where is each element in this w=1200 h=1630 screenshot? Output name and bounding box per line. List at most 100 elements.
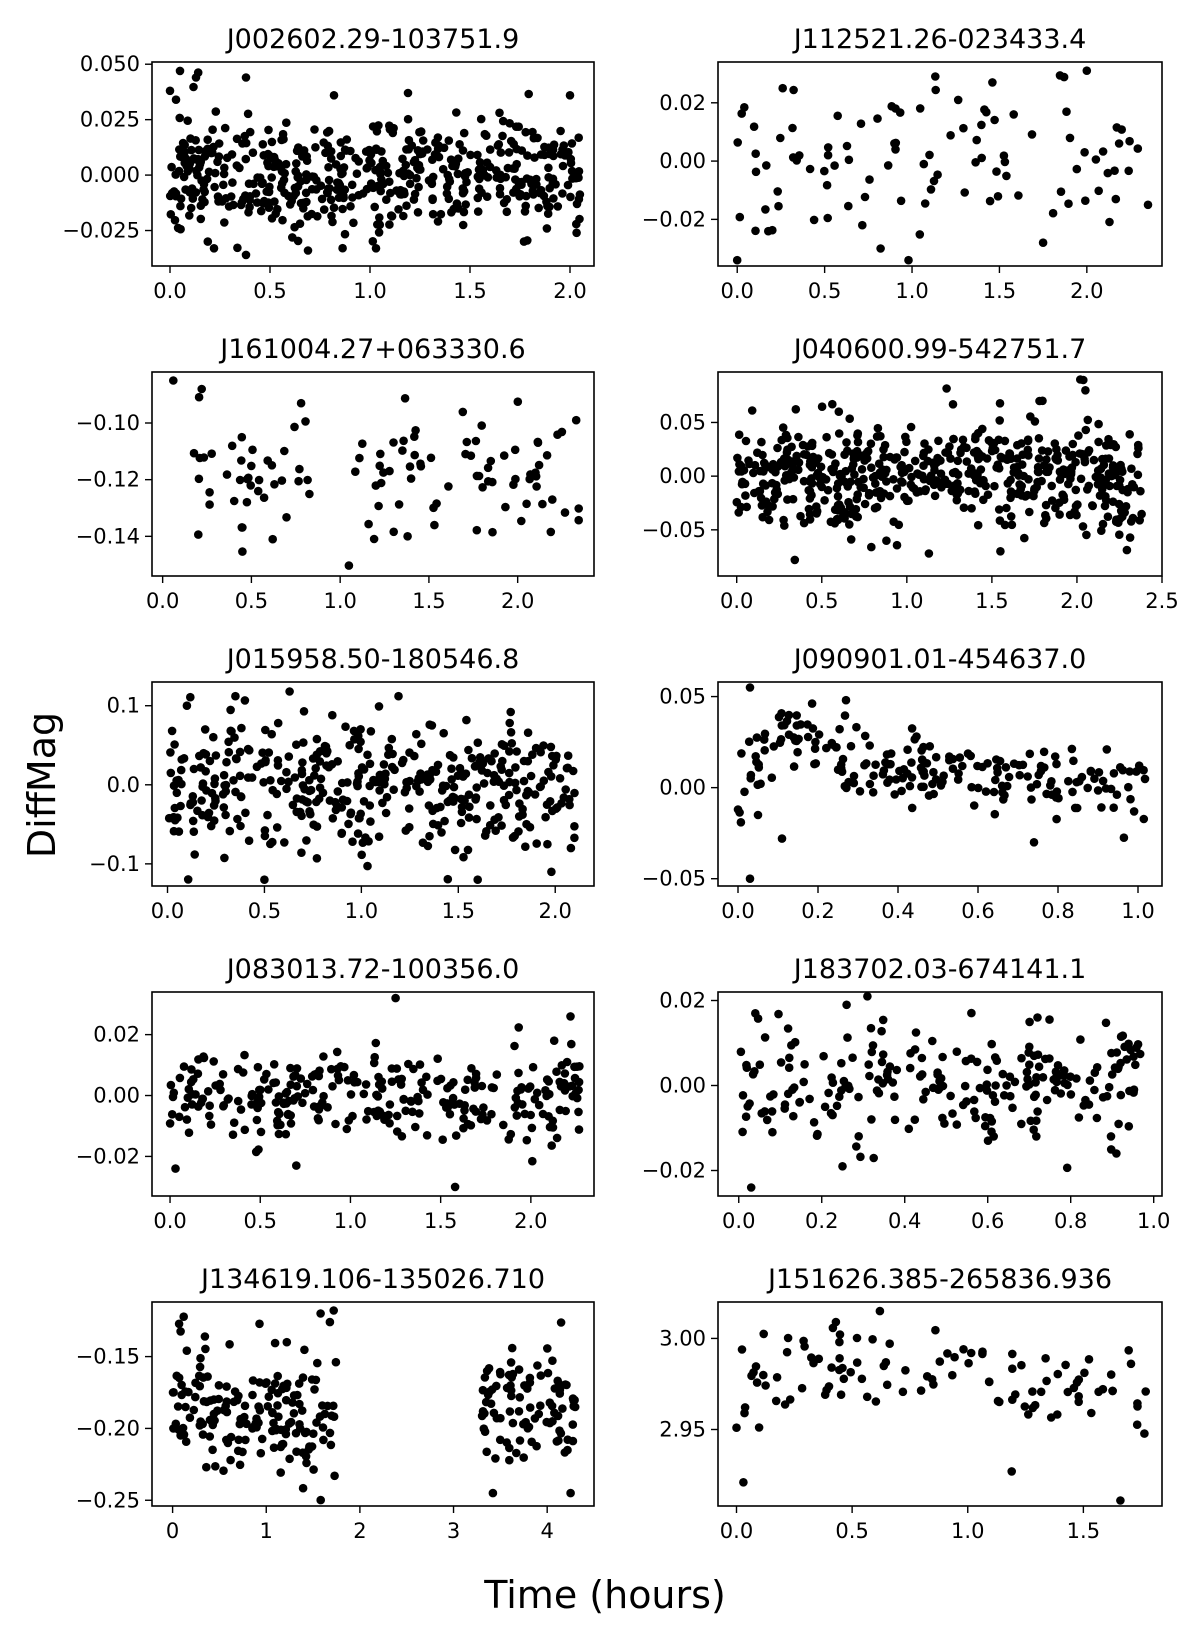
data-point — [277, 1440, 287, 1449]
data-point — [757, 501, 767, 510]
data-point — [834, 429, 844, 438]
x-tick-label: 0.6 — [961, 899, 994, 923]
data-point — [388, 128, 398, 138]
data-point — [733, 453, 742, 463]
data-point — [298, 1483, 308, 1493]
data-point — [928, 779, 937, 789]
data-point — [248, 1390, 257, 1400]
x-tick-label: 1.0 — [1137, 1209, 1170, 1233]
data-point — [471, 436, 481, 446]
data-point — [241, 73, 251, 82]
data-point — [559, 141, 569, 150]
data-point — [978, 762, 987, 772]
data-point — [746, 770, 756, 780]
data-point — [450, 1182, 460, 1192]
data-point — [302, 836, 311, 845]
data-point — [883, 161, 893, 170]
data-point — [365, 801, 375, 810]
data-point — [271, 1425, 281, 1435]
data-point — [534, 203, 543, 213]
data-point — [863, 992, 872, 1001]
data-point — [348, 837, 357, 846]
data-point — [507, 1343, 517, 1353]
data-point — [897, 786, 906, 796]
x-tick-label: 1.5 — [412, 589, 445, 613]
data-point — [193, 806, 202, 816]
data-point — [972, 1057, 982, 1067]
data-point — [768, 225, 777, 235]
data-point — [444, 482, 453, 491]
data-point — [1070, 803, 1080, 813]
data-point — [1062, 107, 1071, 116]
data-point — [1076, 474, 1086, 484]
data-point — [225, 1340, 234, 1349]
data-point — [971, 1113, 980, 1123]
data-point — [338, 168, 347, 178]
data-point — [281, 1429, 291, 1439]
data-point — [561, 785, 570, 794]
data-point — [241, 250, 251, 260]
data-point — [526, 771, 536, 781]
data-point — [323, 1401, 332, 1411]
data-point — [195, 1421, 205, 1430]
data-point — [921, 1087, 930, 1097]
data-point — [892, 1065, 902, 1075]
data-point — [926, 185, 936, 194]
data-point — [741, 436, 751, 446]
data-point — [515, 1393, 525, 1402]
data-point — [310, 1385, 319, 1394]
data-point — [1083, 783, 1092, 793]
data-point — [857, 465, 867, 474]
data-point — [203, 237, 213, 246]
data-point — [1114, 139, 1124, 148]
data-point — [406, 474, 416, 483]
data-point — [739, 1478, 748, 1487]
data-point — [983, 490, 993, 500]
data-point — [485, 1387, 495, 1396]
data-point — [862, 1392, 872, 1402]
data-point — [732, 497, 742, 507]
data-point — [375, 786, 384, 795]
data-point — [241, 1435, 250, 1445]
data-point — [284, 752, 294, 761]
y-tick-label: −0.20 — [76, 1416, 140, 1440]
data-point — [817, 402, 827, 412]
data-point — [290, 773, 300, 782]
data-point — [191, 1392, 200, 1402]
data-point — [364, 837, 373, 846]
data-point — [536, 150, 546, 159]
data-point — [397, 1132, 407, 1141]
data-point — [183, 875, 193, 884]
data-point — [1092, 1063, 1102, 1072]
data-point — [418, 838, 428, 847]
data-point — [199, 748, 208, 758]
data-point — [203, 1372, 212, 1381]
data-point — [248, 445, 257, 455]
data-point — [983, 1065, 992, 1075]
data-point — [474, 184, 484, 193]
data-point — [324, 175, 334, 185]
data-point — [1037, 446, 1047, 455]
data-point — [384, 743, 394, 753]
data-point — [953, 95, 963, 105]
subplot-title: J183702.03-674141.1 — [792, 954, 1087, 985]
data-point — [548, 1123, 558, 1132]
data-point — [504, 1135, 513, 1144]
data-point — [563, 751, 573, 760]
data-point — [566, 192, 575, 202]
data-point — [510, 1041, 519, 1051]
y-tick-label: 0.05 — [659, 410, 706, 434]
data-point — [898, 1387, 908, 1397]
data-point — [987, 1039, 996, 1049]
y-tick-label: −0.02 — [642, 207, 706, 231]
data-point — [305, 775, 314, 785]
data-point — [1079, 375, 1088, 385]
subplot-title: J112521.26-023433.4 — [792, 24, 1087, 55]
data-point — [424, 801, 434, 810]
data-point — [256, 1085, 265, 1095]
data-point — [488, 1488, 498, 1498]
data-point — [877, 1057, 887, 1067]
data-point — [1090, 1085, 1099, 1095]
data-point — [860, 192, 870, 202]
